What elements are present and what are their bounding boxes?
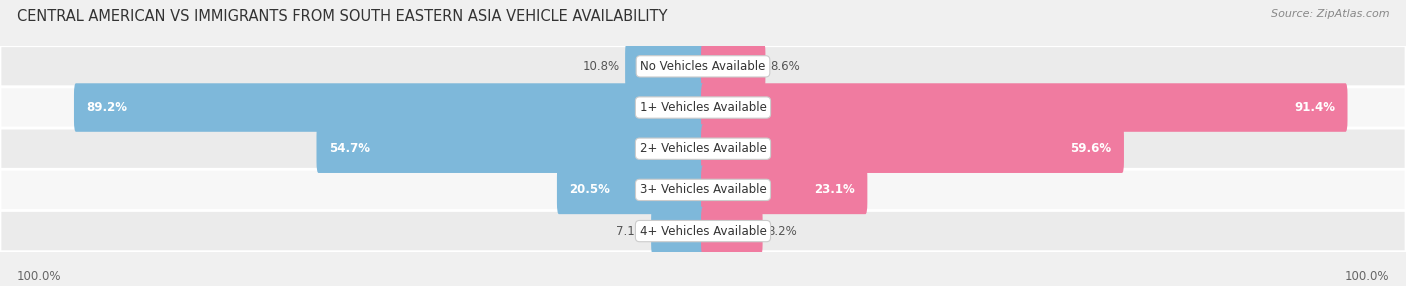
Text: 54.7%: 54.7% [329, 142, 370, 155]
FancyBboxPatch shape [702, 207, 762, 255]
FancyBboxPatch shape [75, 83, 704, 132]
FancyBboxPatch shape [0, 87, 1406, 128]
FancyBboxPatch shape [702, 42, 765, 91]
Text: 100.0%: 100.0% [1344, 270, 1389, 283]
Text: CENTRAL AMERICAN VS IMMIGRANTS FROM SOUTH EASTERN ASIA VEHICLE AVAILABILITY: CENTRAL AMERICAN VS IMMIGRANTS FROM SOUT… [17, 9, 668, 23]
Text: 3+ Vehicles Available: 3+ Vehicles Available [640, 183, 766, 196]
Text: 100.0%: 100.0% [17, 270, 62, 283]
Text: 4+ Vehicles Available: 4+ Vehicles Available [640, 225, 766, 238]
FancyBboxPatch shape [316, 124, 704, 173]
FancyBboxPatch shape [651, 207, 704, 255]
Text: 23.1%: 23.1% [814, 183, 855, 196]
FancyBboxPatch shape [0, 46, 1406, 87]
FancyBboxPatch shape [702, 166, 868, 214]
Text: 2+ Vehicles Available: 2+ Vehicles Available [640, 142, 766, 155]
FancyBboxPatch shape [557, 166, 704, 214]
Text: 59.6%: 59.6% [1070, 142, 1111, 155]
Text: 1+ Vehicles Available: 1+ Vehicles Available [640, 101, 766, 114]
FancyBboxPatch shape [0, 128, 1406, 169]
FancyBboxPatch shape [0, 210, 1406, 252]
FancyBboxPatch shape [0, 169, 1406, 210]
Text: No Vehicles Available: No Vehicles Available [640, 60, 766, 73]
Text: 10.8%: 10.8% [583, 60, 620, 73]
Text: Source: ZipAtlas.com: Source: ZipAtlas.com [1271, 9, 1389, 19]
Text: 7.1%: 7.1% [616, 225, 647, 238]
FancyBboxPatch shape [702, 124, 1123, 173]
Text: 8.2%: 8.2% [768, 225, 797, 238]
Text: 91.4%: 91.4% [1294, 101, 1336, 114]
FancyBboxPatch shape [702, 83, 1347, 132]
Text: 8.6%: 8.6% [770, 60, 800, 73]
FancyBboxPatch shape [626, 42, 704, 91]
Text: 20.5%: 20.5% [569, 183, 610, 196]
Text: 89.2%: 89.2% [86, 101, 128, 114]
